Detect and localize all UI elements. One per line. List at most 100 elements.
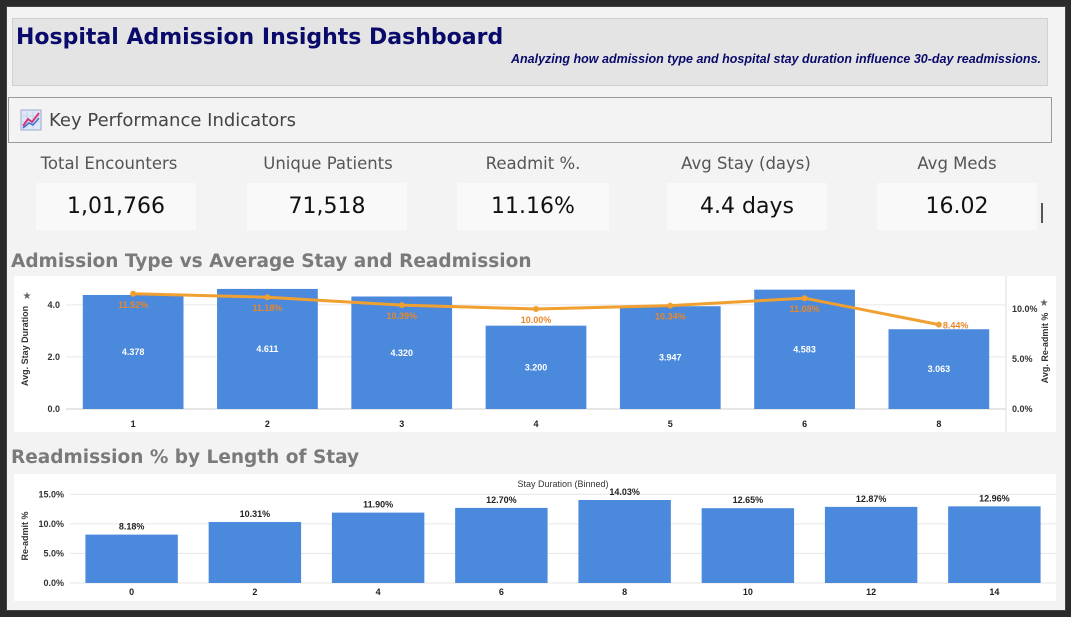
bar bbox=[351, 296, 453, 409]
line-point bbox=[264, 294, 271, 301]
bar-value-label: 3.063 bbox=[928, 364, 951, 374]
bar bbox=[217, 288, 318, 409]
line-point bbox=[533, 306, 539, 312]
bar-value-label: 4.611 bbox=[256, 344, 278, 354]
bar-value-label: 12.87% bbox=[856, 494, 887, 504]
bar bbox=[824, 506, 918, 583]
bar-value-label: 4.583 bbox=[793, 344, 816, 354]
dashboard-header: Hospital Admission Insights Dashboard An… bbox=[12, 18, 1048, 86]
y-right-tick-label: 10.0% bbox=[1012, 304, 1038, 314]
bar bbox=[485, 325, 587, 409]
line-value-label: 10.39% bbox=[386, 311, 417, 321]
kpi-section-header: Key Performance Indicators bbox=[8, 97, 1052, 143]
bar bbox=[208, 522, 302, 583]
kpi-value-readmit-pct: 11.16% bbox=[491, 194, 575, 219]
line-point bbox=[130, 290, 137, 297]
kpi-value-avg-stay: 4.4 days bbox=[700, 194, 794, 219]
chart2-title: Readmission % by Length of Stay bbox=[11, 447, 360, 468]
x-axis-label: Stay Duration (Binned) bbox=[517, 479, 608, 489]
bar bbox=[754, 289, 855, 409]
x-tick-label: 5 bbox=[668, 419, 673, 429]
bar-value-label: 4.378 bbox=[122, 347, 145, 357]
line-point bbox=[398, 302, 405, 309]
kpi-value-total-encounters: 1,01,766 bbox=[67, 194, 165, 219]
kpi-value-unique-patients: 71,518 bbox=[288, 194, 366, 219]
line-value-label: 11.18% bbox=[252, 303, 282, 313]
x-tick-label: 0 bbox=[129, 587, 134, 597]
bar-value-label: 10.31% bbox=[240, 509, 271, 519]
kpi-card-unique-patients: 71,518 bbox=[247, 183, 407, 230]
bar-value-label: 4.320 bbox=[390, 348, 413, 358]
x-tick-label: 4 bbox=[376, 587, 381, 597]
kpi-card-readmit-pct: 11.16% bbox=[457, 183, 609, 230]
kpi-label-avg-meds: Avg Meds bbox=[917, 154, 997, 173]
text-cursor bbox=[1041, 203, 1043, 223]
bar-value-label: 3.947 bbox=[659, 353, 682, 363]
y-right-tick-label: 0.0% bbox=[1012, 404, 1033, 414]
pin-icon: ★ bbox=[1040, 298, 1049, 309]
line-value-label: 10.00% bbox=[521, 315, 552, 325]
kpi-label-unique-patients: Unique Patients bbox=[263, 154, 393, 173]
x-tick-label: 12 bbox=[866, 587, 876, 597]
bar bbox=[331, 512, 425, 583]
length-of-stay-chart: 0.0% 5.0% 10.0% 15.0% Stay Duration (Binned)… bbox=[20, 479, 1056, 597]
x-tick-label: 6 bbox=[802, 419, 807, 429]
bar bbox=[455, 507, 548, 583]
x-tick-label: 2 bbox=[265, 419, 270, 429]
x-tick-label: 6 bbox=[499, 587, 504, 597]
kpi-card-total-encounters: 1,01,766 bbox=[36, 183, 196, 230]
line-point bbox=[667, 302, 674, 309]
bar bbox=[619, 306, 721, 409]
kpi-section-title: Key Performance Indicators bbox=[49, 110, 297, 131]
line-point bbox=[801, 295, 808, 302]
bar-value-label: 12.65% bbox=[733, 495, 764, 505]
page-subtitle: Analyzing how admission type and hospita… bbox=[511, 52, 1041, 66]
pin-icon: ★ bbox=[23, 291, 32, 302]
y-axis-label: Avg. Stay Duration bbox=[20, 306, 30, 386]
y-tick-label: 0.0 bbox=[47, 404, 60, 414]
y-tick-label: 2.0 bbox=[47, 352, 60, 362]
kpi-label-readmit-pct: Readmit %. bbox=[485, 154, 581, 173]
line-value-label: 8.44% bbox=[943, 321, 969, 331]
x-tick-label: 8 bbox=[622, 587, 627, 597]
kpi-card-avg-stay: 4.4 days bbox=[667, 183, 827, 230]
x-tick-label: 2 bbox=[252, 587, 257, 597]
line-value-label: 11.08% bbox=[790, 304, 820, 314]
y-tick-label: 0.0% bbox=[43, 578, 64, 588]
x-tick-label: 14 bbox=[989, 587, 999, 597]
x-tick-label: 10 bbox=[743, 587, 753, 597]
x-tick-label: 3 bbox=[399, 419, 404, 429]
bar-value-label: 11.90% bbox=[363, 500, 393, 510]
bar-value-label: 8.18% bbox=[119, 522, 145, 532]
x-tick-label: 8 bbox=[936, 419, 941, 429]
kpi-value-avg-meds: 16.02 bbox=[925, 194, 989, 219]
x-tick-label: 4 bbox=[533, 419, 538, 429]
bar-value-label: 12.96% bbox=[979, 493, 1010, 503]
y-tick-label: 4.0 bbox=[47, 300, 60, 310]
bar-value-label: 3.200 bbox=[525, 362, 548, 372]
admission-type-chart: 0.0 2.0 4.0 0.0% 5.0% 10.0% Avg. Stay Duration… bbox=[20, 276, 1050, 432]
line-value-label: 10.34% bbox=[655, 312, 686, 322]
y-tick-label: 10.0% bbox=[38, 519, 64, 529]
kpi-label-avg-stay: Avg Stay (days) bbox=[681, 154, 811, 173]
kpi-label-total-encounters: Total Encounters bbox=[40, 154, 178, 173]
bar bbox=[948, 506, 1041, 583]
bar bbox=[888, 329, 990, 409]
trend-chart-icon bbox=[20, 109, 42, 131]
line-value-label: 11.52% bbox=[118, 300, 148, 310]
bar bbox=[578, 500, 671, 583]
chart1-panel: 0.0 2.0 4.0 0.0% 5.0% 10.0% Avg. Stay Duration… bbox=[14, 276, 1056, 432]
x-tick-label: 1 bbox=[131, 419, 136, 429]
bar bbox=[85, 534, 178, 583]
bar-value-label: 12.70% bbox=[486, 495, 517, 505]
chart1-title: Admission Type vs Average Stay and Readm… bbox=[11, 251, 532, 272]
line-point bbox=[935, 321, 942, 328]
y-tick-label: 5.0% bbox=[43, 548, 64, 558]
y-tick-label: 15.0% bbox=[38, 489, 64, 499]
bar bbox=[701, 508, 795, 583]
y-axis-label: Re-admit % bbox=[20, 511, 30, 560]
y-right-tick-label: 5.0% bbox=[1012, 354, 1033, 364]
page-title: Hospital Admission Insights Dashboard bbox=[16, 25, 504, 50]
bar bbox=[82, 294, 184, 409]
bar-value-label: 14.03% bbox=[609, 487, 640, 497]
